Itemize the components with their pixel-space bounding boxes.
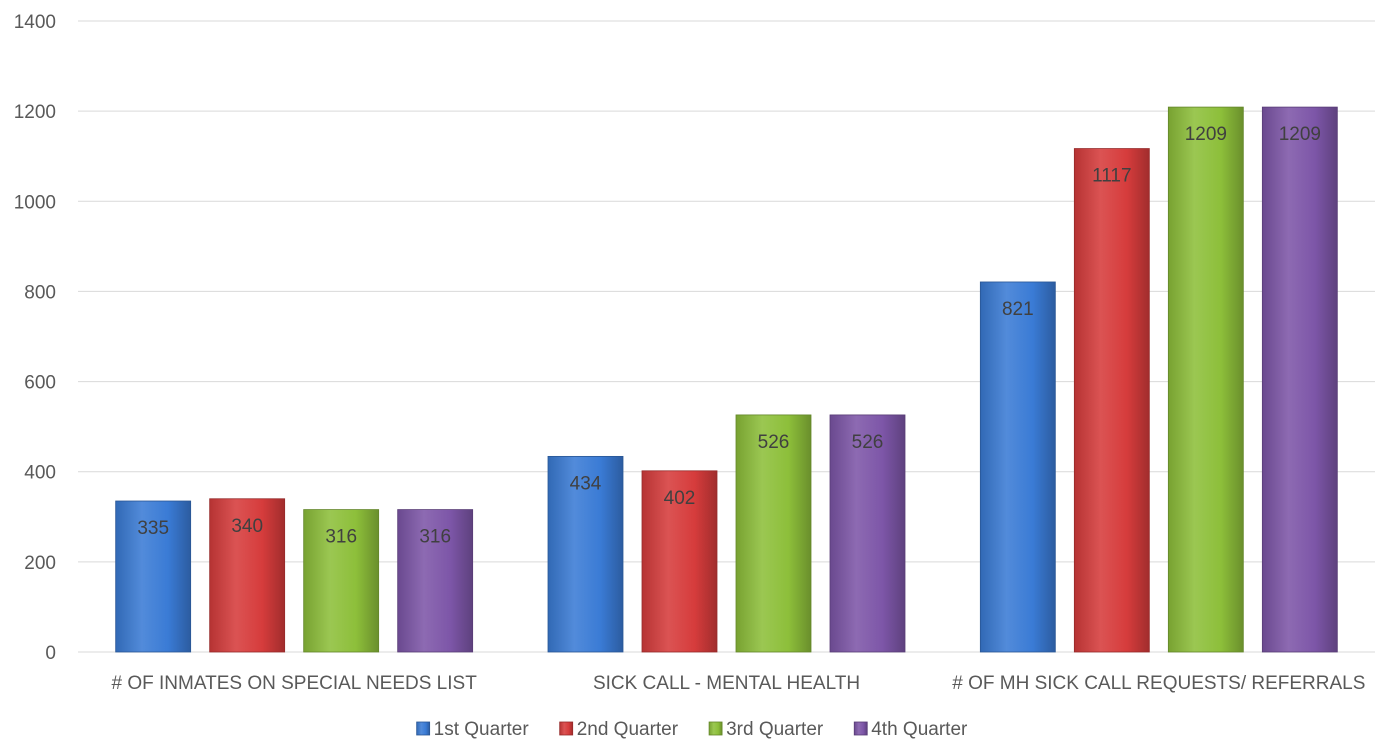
data-label: 526 bbox=[852, 432, 884, 453]
bar-4th-quarter bbox=[1262, 107, 1337, 652]
bar-2nd-quarter bbox=[1074, 149, 1149, 652]
y-tick-label: 1200 bbox=[14, 102, 56, 123]
data-label: 821 bbox=[1002, 299, 1034, 320]
data-label: 1209 bbox=[1185, 124, 1227, 145]
x-category-label: # OF MH SICK CALL REQUESTS/ REFERRALS bbox=[952, 673, 1365, 694]
data-label: 316 bbox=[419, 527, 451, 548]
bar-1st-quarter bbox=[980, 282, 1055, 652]
legend-swatch bbox=[417, 722, 430, 735]
y-tick-label: 0 bbox=[45, 643, 56, 664]
legend-swatch bbox=[854, 722, 867, 735]
legend: 1st Quarter 2nd Quarter 3rd Quarter 4th Qua… bbox=[417, 719, 968, 740]
legend-label: 2nd Quarter bbox=[577, 719, 679, 740]
legend-item: 4th Quarter bbox=[854, 719, 968, 740]
legend-item: 2nd Quarter bbox=[560, 719, 679, 740]
data-label: 335 bbox=[137, 518, 169, 539]
x-category-label: # OF INMATES ON SPECIAL NEEDS LIST bbox=[112, 673, 478, 694]
data-label: 1209 bbox=[1279, 124, 1321, 145]
bars bbox=[116, 107, 1338, 652]
data-label: 526 bbox=[758, 432, 790, 453]
y-tick-label: 1400 bbox=[14, 12, 56, 33]
data-label: 402 bbox=[664, 488, 696, 509]
legend-swatch bbox=[709, 722, 722, 735]
y-tick-label: 400 bbox=[24, 463, 56, 484]
y-axis-ticks: 0 200 400 600 800 1000 1200 1400 bbox=[14, 12, 56, 664]
legend-label: 4th Quarter bbox=[871, 719, 968, 740]
data-label: 316 bbox=[325, 527, 357, 548]
y-tick-label: 1000 bbox=[14, 192, 56, 213]
bar-3rd-quarter bbox=[1168, 107, 1243, 652]
legend-item: 3rd Quarter bbox=[709, 719, 824, 740]
x-category-label: SICK CALL - MENTAL HEALTH bbox=[593, 673, 860, 694]
y-tick-label: 200 bbox=[24, 553, 56, 574]
legend-label: 3rd Quarter bbox=[726, 719, 824, 740]
y-tick-label: 800 bbox=[24, 282, 56, 303]
x-axis-categories: # OF INMATES ON SPECIAL NEEDS LIST SICK C… bbox=[112, 673, 1366, 694]
y-tick-label: 600 bbox=[24, 373, 56, 394]
legend-label: 1st Quarter bbox=[434, 719, 530, 740]
data-label: 1117 bbox=[1092, 166, 1131, 187]
legend-item: 1st Quarter bbox=[417, 719, 530, 740]
data-label: 434 bbox=[570, 473, 602, 494]
data-label: 340 bbox=[231, 516, 263, 537]
legend-swatch bbox=[560, 722, 573, 735]
